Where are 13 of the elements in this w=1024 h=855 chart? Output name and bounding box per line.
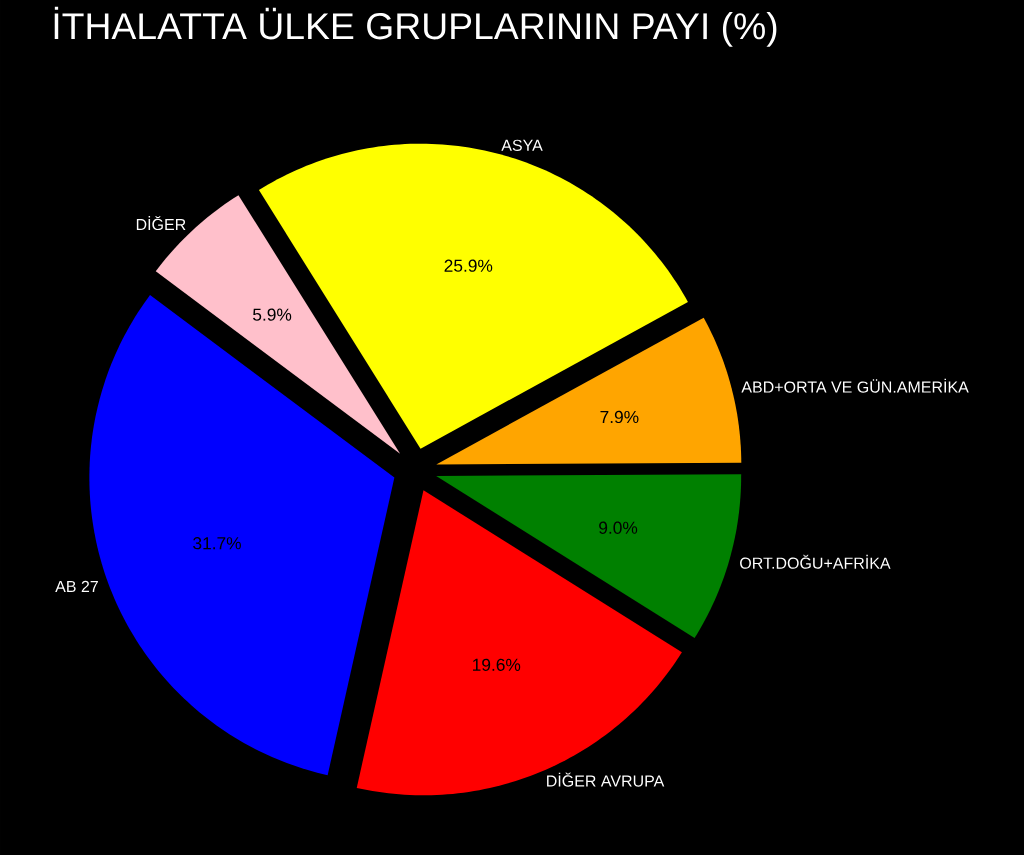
slice-label: ORT.DOĞU+AFRİKA <box>740 554 891 569</box>
data-label: 5.9% <box>253 308 292 321</box>
data-label: 19.6% <box>473 658 521 671</box>
data-label: 9.0% <box>599 521 638 534</box>
data-label: 7.9% <box>600 410 639 424</box>
data-label: 25.9% <box>444 259 493 272</box>
data-label: 31.7% <box>193 537 241 550</box>
slice-label: DİĞER AVRUPA <box>547 772 665 787</box>
slice-label: DİĞER <box>136 216 186 231</box>
chart-title: İTHALATTA ÜLKE GRUPLARININ PAYI (%) <box>54 6 777 47</box>
slice-label: AB 27 <box>55 580 98 592</box>
slice-label: ABD+ORTA VE GÜN.AMERİKA <box>741 378 969 393</box>
slice-label: ASYA <box>501 139 543 151</box>
